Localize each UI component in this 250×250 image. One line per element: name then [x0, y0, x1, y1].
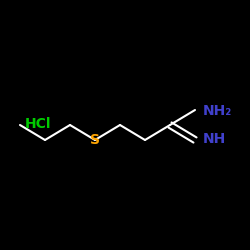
- Text: HCl: HCl: [25, 117, 52, 131]
- Text: NH: NH: [202, 132, 226, 146]
- Text: S: S: [90, 133, 100, 147]
- Text: NH₂: NH₂: [202, 104, 232, 118]
